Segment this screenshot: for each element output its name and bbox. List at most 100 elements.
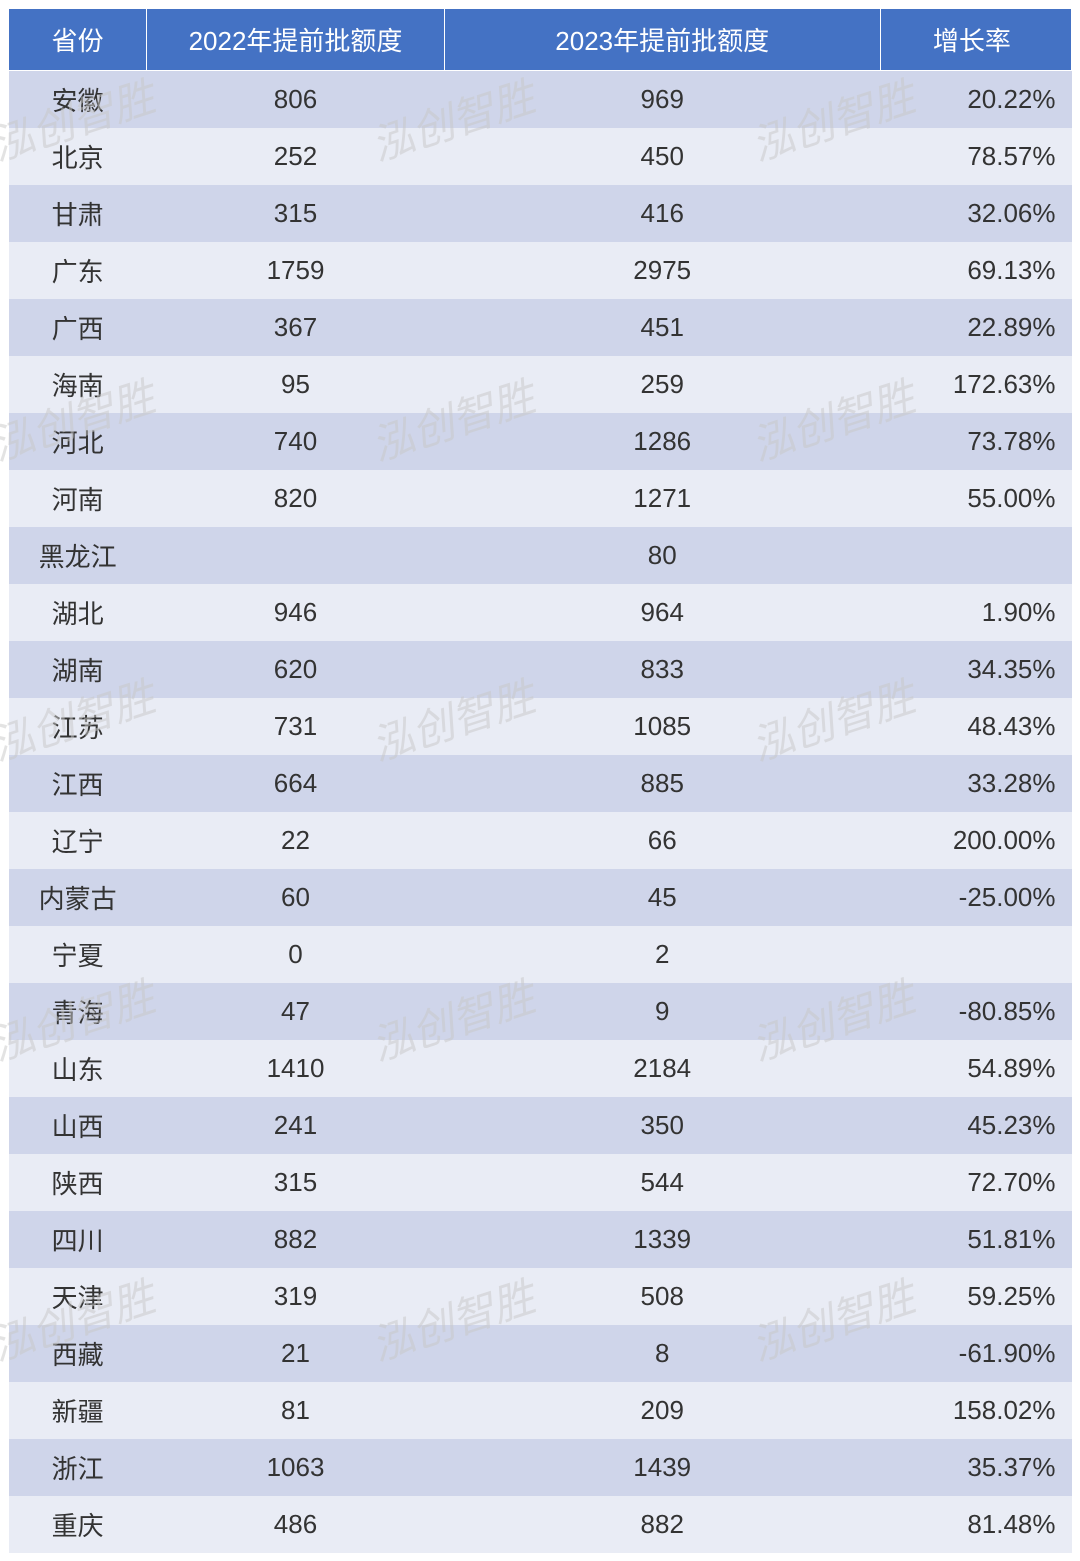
table-row: 广西36745122.89% — [9, 299, 1072, 356]
cell-growth-rate — [880, 527, 1071, 584]
table-row: 黑龙江 80 — [9, 527, 1072, 584]
cell-quota-2022: 820 — [147, 470, 445, 527]
cell-quota-2023: 80 — [444, 527, 880, 584]
cell-province: 新疆 — [9, 1382, 147, 1439]
cell-quota-2023: 350 — [444, 1097, 880, 1154]
cell-quota-2022: 95 — [147, 356, 445, 413]
cell-growth-rate: 69.13% — [880, 242, 1071, 299]
table-row: 广东1759297569.13% — [9, 242, 1072, 299]
cell-quota-2022: 882 — [147, 1211, 445, 1268]
cell-quota-2023: 259 — [444, 356, 880, 413]
cell-quota-2023: 1085 — [444, 698, 880, 755]
table-row: 山西24135045.23% — [9, 1097, 1072, 1154]
table-row: 海南95259172.63% — [9, 356, 1072, 413]
header-quota-2023: 2023年提前批额度 — [444, 9, 880, 71]
cell-province: 江苏 — [9, 698, 147, 755]
cell-province: 广东 — [9, 242, 147, 299]
cell-province: 天津 — [9, 1268, 147, 1325]
cell-growth-rate: -25.00% — [880, 869, 1071, 926]
table-row: 新疆81209158.02% — [9, 1382, 1072, 1439]
table-row: 青海479-80.85% — [9, 983, 1072, 1040]
table-row: 江苏731108548.43% — [9, 698, 1072, 755]
table-row: 四川882133951.81% — [9, 1211, 1072, 1268]
table-row: 河南820127155.00% — [9, 470, 1072, 527]
cell-growth-rate: 59.25% — [880, 1268, 1071, 1325]
header-province: 省份 — [9, 9, 147, 71]
table-row: 重庆48688281.48% — [9, 1496, 1072, 1553]
cell-province: 陕西 — [9, 1154, 147, 1211]
cell-quota-2023: 2184 — [444, 1040, 880, 1097]
cell-growth-rate: 200.00% — [880, 812, 1071, 869]
table-row: 山东1410218454.89% — [9, 1040, 1072, 1097]
cell-growth-rate: 35.37% — [880, 1439, 1071, 1496]
cell-quota-2022: 806 — [147, 71, 445, 129]
cell-quota-2022: 315 — [147, 1154, 445, 1211]
cell-quota-2022: 620 — [147, 641, 445, 698]
cell-province: 湖南 — [9, 641, 147, 698]
cell-quota-2023: 1339 — [444, 1211, 880, 1268]
cell-growth-rate: 81.48% — [880, 1496, 1071, 1553]
cell-province: 河南 — [9, 470, 147, 527]
cell-quota-2023: 969 — [444, 71, 880, 129]
cell-quota-2023: 2975 — [444, 242, 880, 299]
cell-quota-2023: 450 — [444, 128, 880, 185]
cell-growth-rate: 55.00% — [880, 470, 1071, 527]
cell-growth-rate: 34.35% — [880, 641, 1071, 698]
cell-quota-2022: 0 — [147, 926, 445, 983]
cell-growth-rate: 73.78% — [880, 413, 1071, 470]
cell-quota-2022: 319 — [147, 1268, 445, 1325]
cell-province: 山西 — [9, 1097, 147, 1154]
table-row: 江西66488533.28% — [9, 755, 1072, 812]
table-header-row: 省份 2022年提前批额度 2023年提前批额度 增长率 — [9, 9, 1072, 71]
cell-quota-2023: 1286 — [444, 413, 880, 470]
cell-quota-2023: 508 — [444, 1268, 880, 1325]
cell-growth-rate: 72.70% — [880, 1154, 1071, 1211]
cell-growth-rate: 20.22% — [880, 71, 1071, 129]
cell-growth-rate: 33.28% — [880, 755, 1071, 812]
cell-province: 广西 — [9, 299, 147, 356]
cell-quota-2023: 1271 — [444, 470, 880, 527]
table-row: 湖南62083334.35% — [9, 641, 1072, 698]
cell-province: 内蒙古 — [9, 869, 147, 926]
cell-quota-2022: 486 — [147, 1496, 445, 1553]
header-quota-2022: 2022年提前批额度 — [147, 9, 445, 71]
table-row: 宁夏02 — [9, 926, 1072, 983]
data-table-container: 省份 2022年提前批额度 2023年提前批额度 增长率 安徽80696920.… — [8, 8, 1072, 1553]
cell-growth-rate: 1.90% — [880, 584, 1071, 641]
cell-quota-2023: 66 — [444, 812, 880, 869]
cell-quota-2022: 731 — [147, 698, 445, 755]
cell-province: 江西 — [9, 755, 147, 812]
cell-province: 黑龙江 — [9, 527, 147, 584]
cell-province: 安徽 — [9, 71, 147, 129]
table-row: 内蒙古6045-25.00% — [9, 869, 1072, 926]
table-row: 陕西31554472.70% — [9, 1154, 1072, 1211]
cell-quota-2022: 664 — [147, 755, 445, 812]
cell-quota-2023: 45 — [444, 869, 880, 926]
cell-growth-rate: 54.89% — [880, 1040, 1071, 1097]
cell-province: 西藏 — [9, 1325, 147, 1382]
cell-province: 四川 — [9, 1211, 147, 1268]
cell-growth-rate: -80.85% — [880, 983, 1071, 1040]
table-row: 湖北9469641.90% — [9, 584, 1072, 641]
cell-growth-rate: 172.63% — [880, 356, 1071, 413]
cell-quota-2022: 1759 — [147, 242, 445, 299]
cell-quota-2022 — [147, 527, 445, 584]
cell-quota-2023: 964 — [444, 584, 880, 641]
cell-quota-2022: 22 — [147, 812, 445, 869]
cell-quota-2023: 1439 — [444, 1439, 880, 1496]
table-row: 甘肃31541632.06% — [9, 185, 1072, 242]
cell-quota-2023: 544 — [444, 1154, 880, 1211]
cell-growth-rate: 51.81% — [880, 1211, 1071, 1268]
cell-growth-rate: 32.06% — [880, 185, 1071, 242]
cell-quota-2023: 451 — [444, 299, 880, 356]
cell-province: 河北 — [9, 413, 147, 470]
cell-province: 辽宁 — [9, 812, 147, 869]
cell-growth-rate: 48.43% — [880, 698, 1071, 755]
cell-growth-rate — [880, 926, 1071, 983]
cell-quota-2023: 2 — [444, 926, 880, 983]
cell-growth-rate: 45.23% — [880, 1097, 1071, 1154]
table-row: 北京25245078.57% — [9, 128, 1072, 185]
cell-province: 湖北 — [9, 584, 147, 641]
cell-quota-2022: 252 — [147, 128, 445, 185]
cell-province: 宁夏 — [9, 926, 147, 983]
